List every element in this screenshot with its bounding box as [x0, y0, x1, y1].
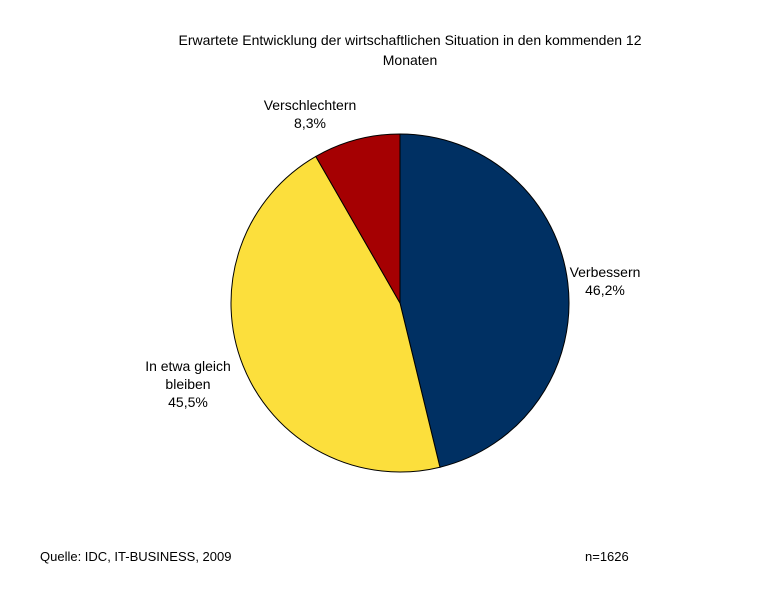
pie-slice-verschlechtern	[315, 133, 401, 305]
label-verbessern-name: Verbessern	[569, 264, 641, 280]
label-gleich-bleiben-line-2: bleiben	[165, 376, 211, 392]
pie-slice-gleich-bleiben	[230, 155, 441, 473]
label-verschlechtern: Verschlechtern 8,3%	[250, 96, 370, 132]
label-gleich-bleiben-value: 45,5%	[168, 394, 208, 410]
chart-title: Erwartete Entwicklung der wirtschaftlich…	[120, 30, 700, 70]
label-gleich-bleiben-line-1: In etwa gleich	[145, 358, 231, 374]
source-note: Quelle: IDC, IT-BUSINESS, 2009	[40, 549, 232, 564]
pie-slice-verbessern	[399, 133, 570, 468]
label-verbessern: Verbessern 46,2%	[565, 263, 645, 299]
chart-title-line-1: Erwartete Entwicklung der wirtschaftlich…	[178, 32, 642, 48]
label-verbessern-value: 46,2%	[585, 282, 625, 298]
sample-size: n=1626	[585, 549, 629, 564]
label-verschlechtern-name: Verschlechtern	[263, 97, 357, 113]
label-gleich-bleiben: In etwa gleich bleiben 45,5%	[128, 357, 248, 411]
chart-title-line-2: Monaten	[382, 52, 438, 68]
label-verschlechtern-value: 8,3%	[294, 115, 326, 131]
